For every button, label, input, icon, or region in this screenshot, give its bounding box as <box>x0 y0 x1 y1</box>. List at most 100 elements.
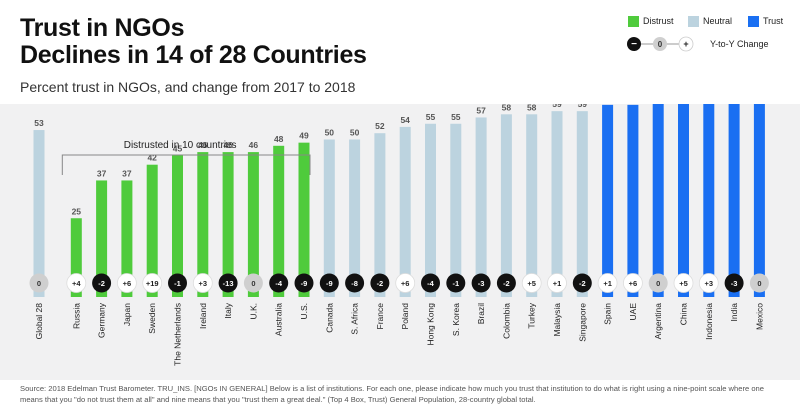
change-circle-mexico <box>749 273 769 293</box>
change-circle-italy <box>218 273 238 293</box>
value-label-the-netherlands: 45 <box>173 143 183 153</box>
change-key-label: Y-to-Y Change <box>710 39 769 49</box>
change-label-ireland: +3 <box>199 279 208 288</box>
change-circle-colombia <box>496 273 516 293</box>
bar-chart: 53 0 Global 28 25 +4 Russia 37 -2 Germany 37 +6 Jap… <box>29 104 769 366</box>
category-label-singapore: Singapore <box>577 303 587 342</box>
category-label-u-s: U.S. <box>299 303 309 320</box>
bar-japan <box>121 180 133 297</box>
category-label-s-africa: S. Africa <box>350 303 360 335</box>
bar-global-28 <box>33 130 45 297</box>
category-label-turkey: Turkey <box>527 302 537 328</box>
change-circle-singapore <box>572 273 592 293</box>
change-label-germany: -2 <box>98 279 105 288</box>
bar-india <box>728 104 740 297</box>
distrusted-bracket-label: Distrusted in 10 countries <box>124 140 237 151</box>
bar-sweden <box>146 164 158 297</box>
change-label-australia: -4 <box>275 279 282 288</box>
change-circle-indonesia <box>698 273 719 293</box>
change-circle-u-k <box>243 273 263 293</box>
value-label-france: 52 <box>375 121 385 131</box>
bar-the-netherlands <box>172 155 183 297</box>
category-label-ireland: Ireland <box>198 303 208 329</box>
value-label-turkey: 58 <box>527 104 537 112</box>
value-label-s-africa: 50 <box>350 128 360 138</box>
bar-argentina <box>652 104 664 298</box>
category-label-u-k: U.K. <box>248 303 258 320</box>
legend-item-neutral: Neutral <box>688 14 732 28</box>
change-circle-germany <box>92 273 112 293</box>
change-circle-malaysia <box>547 273 567 293</box>
legend-swatch-distrust <box>628 15 639 27</box>
change-label-russia: +4 <box>72 279 81 288</box>
change-circle-argentina <box>648 273 668 293</box>
change-circle-ireland <box>192 273 213 293</box>
change-circle-brazil <box>471 273 491 293</box>
category-label-spain: Spain <box>603 303 613 325</box>
change-circle-poland <box>395 273 416 293</box>
bar-colombia <box>500 114 512 297</box>
change-label-canada: -9 <box>326 279 333 288</box>
value-label-colombia: 58 <box>502 104 512 112</box>
change-label-u-s: -9 <box>301 279 308 288</box>
category-label-china: China <box>679 303 689 325</box>
category-label-uae: UAE <box>628 303 638 321</box>
change-key-zero-circle <box>653 37 667 51</box>
change-key-plus-circle <box>678 36 694 52</box>
category-label-japan: Japan <box>122 303 132 326</box>
category-label-the-netherlands: The Netherlands <box>173 303 183 366</box>
bar-italy <box>222 152 234 297</box>
bar-turkey <box>526 114 538 297</box>
bar-canada <box>323 139 335 297</box>
chart-title-line-1: Trust in NGOs <box>20 14 185 42</box>
value-label-s-korea: 55 <box>451 112 461 122</box>
bar-france <box>374 133 386 297</box>
change-circle-sweden <box>142 273 163 293</box>
change-key: − 0 + Y-to-Y Change <box>626 36 796 52</box>
category-label-malaysia: Malaysia <box>552 303 562 337</box>
change-key-zero-text: 0 <box>658 40 663 49</box>
change-label-spain: +1 <box>603 279 612 288</box>
value-label-australia: 48 <box>274 134 284 144</box>
bar-poland <box>399 126 411 298</box>
category-label-mexico: Mexico <box>754 303 764 330</box>
legend-label-neutral: Neutral <box>703 16 733 26</box>
change-circle-india <box>724 273 744 293</box>
legend-swatch-neutral <box>688 15 699 27</box>
value-label-brazil: 57 <box>476 105 486 115</box>
value-label-japan: 37 <box>122 168 132 178</box>
bar-germany <box>96 180 108 297</box>
bar-indonesia <box>703 104 715 297</box>
category-label-india: India <box>729 303 739 322</box>
legend-item-distrust: Distrust <box>628 14 674 28</box>
bar-s-africa <box>349 139 361 297</box>
change-circle-uae <box>623 273 643 293</box>
change-circle-japan <box>117 273 137 293</box>
value-label-poland: 54 <box>400 115 410 125</box>
change-label-poland: +6 <box>401 279 410 288</box>
bar-mexico <box>753 104 765 297</box>
category-label-poland: Poland <box>400 303 410 330</box>
category-label-indonesia: Indonesia <box>704 303 714 340</box>
bar-u-s <box>298 142 310 297</box>
change-label-japan: +6 <box>123 279 132 288</box>
change-label-malaysia: +1 <box>553 279 562 288</box>
legend-label-trust: Trust <box>763 16 784 26</box>
chart-subtitle: Percent trust in NGOs, and change from 2… <box>20 79 356 95</box>
bar-s-korea <box>450 123 462 297</box>
distrusted-bracket <box>61 154 311 175</box>
change-circle-spain <box>597 273 618 293</box>
legend-swatch-trust <box>748 15 759 27</box>
value-label-malaysia: 59 <box>552 104 562 109</box>
change-label-italy: -13 <box>223 279 234 288</box>
category-label-global-28: Global 28 <box>34 303 44 340</box>
change-key-plus-text: + <box>683 39 688 49</box>
value-label-singapore: 59 <box>578 104 588 109</box>
change-label-global-28: 0 <box>37 279 41 288</box>
change-circle-russia <box>66 273 87 293</box>
value-label-germany: 37 <box>97 168 107 178</box>
change-label-sweden: +19 <box>146 279 159 288</box>
change-circle-hong-kong <box>421 273 440 293</box>
category-label-colombia: Colombia <box>501 303 511 339</box>
change-label-hong-kong: -4 <box>427 279 434 288</box>
